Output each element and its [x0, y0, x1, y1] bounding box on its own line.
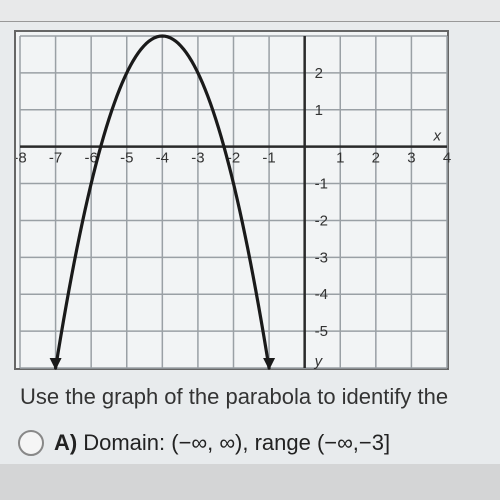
- question-text: Use the graph of the parabola to identif…: [20, 384, 488, 410]
- svg-text:-8: -8: [16, 150, 27, 167]
- svg-text:-7: -7: [49, 150, 62, 167]
- svg-text:1: 1: [336, 150, 344, 167]
- svg-text:x: x: [433, 128, 442, 145]
- top-bar: [0, 0, 500, 22]
- svg-text:-4: -4: [315, 286, 328, 303]
- svg-text:-4: -4: [156, 150, 169, 167]
- answer-option-a[interactable]: A) Domain: (−∞, ∞), range (−∞,−3]: [18, 430, 488, 456]
- svg-text:-1: -1: [262, 150, 275, 167]
- svg-text:-2: -2: [315, 212, 328, 229]
- svg-text:3: 3: [407, 150, 415, 167]
- option-letter: A): [54, 430, 77, 456]
- svg-text:1: 1: [315, 102, 323, 119]
- content-area: -8-7-6-5-4-3-2-11234-5-4-3-2-112xy Use t…: [0, 22, 500, 464]
- svg-text:-3: -3: [315, 249, 328, 266]
- svg-text:-1: -1: [315, 176, 328, 193]
- svg-text:-5: -5: [315, 323, 328, 340]
- radio-icon[interactable]: [18, 430, 44, 456]
- svg-text:2: 2: [372, 150, 380, 167]
- svg-text:y: y: [314, 353, 324, 370]
- option-text: Domain: (−∞, ∞), range (−∞,−3]: [83, 430, 390, 456]
- svg-text:-5: -5: [120, 150, 133, 167]
- svg-text:2: 2: [315, 65, 323, 82]
- svg-text:-3: -3: [191, 150, 204, 167]
- svg-text:4: 4: [443, 150, 451, 167]
- parabola-chart: -8-7-6-5-4-3-2-11234-5-4-3-2-112xy: [14, 30, 449, 370]
